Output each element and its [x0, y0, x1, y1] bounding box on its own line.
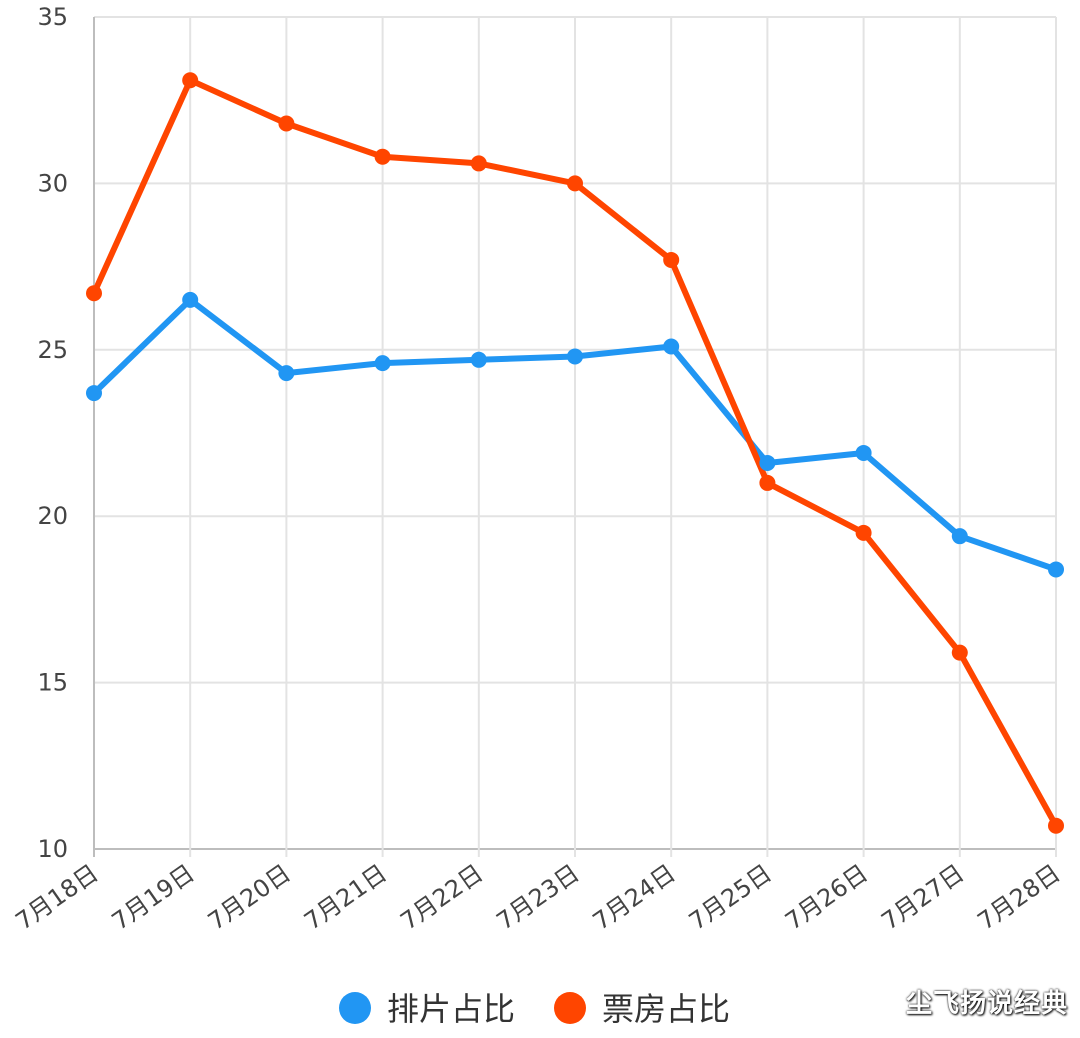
x-axis-ticks: 7月18日 7月19日 7月20日 7月21日 7月22日 7月23日 7月24日 7月25日… [11, 859, 1066, 936]
x-tick-label: 7月20日 [203, 859, 296, 936]
data-point-0-8 [855, 444, 872, 461]
y-tick-label: 10 [37, 835, 68, 863]
y-axis-ticks: 10 15 20 25 30 35 [37, 3, 68, 863]
data-point-1-1 [182, 72, 199, 89]
y-tick-label: 20 [37, 502, 68, 530]
data-point-1-2 [278, 115, 295, 132]
grid [93, 16, 1057, 857]
x-tick-label: 7月19日 [107, 859, 200, 936]
legend-label-1: 票房占比 [602, 990, 730, 1028]
data-point-1-10 [1048, 817, 1064, 834]
data-point-1-7 [759, 474, 776, 491]
legend: 排片占比 票房占比 [339, 990, 730, 1028]
data-point-1-4 [470, 155, 487, 172]
y-tick-label: 15 [37, 669, 68, 697]
data-point-1-6 [663, 251, 680, 268]
x-tick-label: 7月24日 [588, 859, 681, 936]
data-point-1-0 [86, 285, 102, 302]
watermark: 尘飞扬说经典 [905, 989, 1068, 1019]
x-tick-label: 7月26日 [780, 859, 873, 936]
x-tick-label: 7月22日 [395, 859, 488, 936]
x-tick-label: 7月23日 [492, 859, 585, 936]
data-point-0-5 [567, 348, 583, 365]
y-tick-label: 35 [37, 3, 68, 31]
y-tick-label: 30 [37, 169, 68, 197]
x-tick-label: 7月27日 [876, 859, 969, 936]
legend-marker-1 [554, 992, 586, 1024]
legend-label-0: 排片占比 [387, 990, 515, 1028]
data-point-1-5 [567, 175, 583, 192]
data-point-0-6 [663, 338, 680, 355]
data-point-1-9 [951, 644, 968, 661]
data-point-1-8 [855, 524, 872, 541]
x-tick-label: 7月18日 [11, 859, 104, 936]
y-tick-label: 25 [37, 336, 68, 364]
data-point-0-7 [759, 454, 776, 471]
series-points [86, 72, 1064, 834]
data-point-0-4 [470, 351, 487, 368]
data-point-0-2 [278, 365, 295, 382]
x-tick-label: 7月21日 [299, 859, 392, 936]
data-point-0-10 [1048, 561, 1064, 578]
data-point-0-0 [86, 385, 102, 402]
data-point-0-1 [182, 291, 199, 308]
legend-marker-0 [339, 992, 371, 1024]
x-tick-label: 7月25日 [684, 859, 777, 936]
data-point-0-9 [951, 528, 968, 545]
x-tick-label: 7月28日 [973, 859, 1066, 936]
data-point-1-3 [374, 148, 391, 165]
data-point-0-3 [374, 355, 391, 372]
